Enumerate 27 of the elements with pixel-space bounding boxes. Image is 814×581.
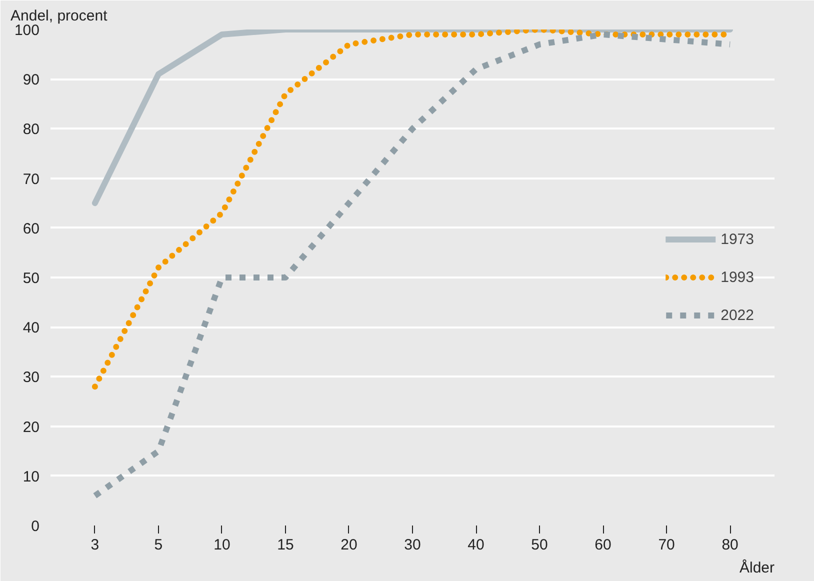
legend-label: 1993: [720, 268, 754, 286]
y-tick-label: 70: [22, 170, 40, 188]
legend-label: 2022: [720, 306, 754, 324]
x-tick-label: 3: [90, 536, 100, 554]
y-tick-label: 60: [22, 220, 40, 238]
x-tick-label: 50: [531, 536, 548, 554]
y-tick-label: 80: [22, 121, 40, 138]
x-tick-label: 40: [468, 536, 484, 554]
y-tick-label: 30: [22, 369, 40, 386]
x-tick-label: 80: [722, 536, 738, 554]
x-tick-label: 5: [154, 536, 163, 554]
x-tick-label: 20: [340, 536, 358, 554]
legend-label: 1973: [720, 230, 754, 248]
x-tick-label: 10: [214, 536, 230, 554]
x-tick-label: 15: [277, 536, 294, 554]
y-tick-label: 40: [22, 320, 40, 337]
x-tick-label: 30: [404, 536, 421, 554]
y-tick-label: 20: [22, 418, 40, 436]
x-tick-label: 70: [658, 536, 675, 554]
y-axis-title: Andel, procent: [10, 8, 108, 24]
x-tick-label: 60: [594, 536, 612, 554]
y-tick-label: 100: [14, 22, 40, 39]
y-tick-label: 50: [22, 270, 40, 287]
y-tick-label: 90: [22, 72, 40, 89]
y-tick-label: 10: [22, 468, 40, 486]
y-tick-label: 0: [31, 518, 40, 535]
x-axis-title: Ålder: [739, 558, 775, 576]
